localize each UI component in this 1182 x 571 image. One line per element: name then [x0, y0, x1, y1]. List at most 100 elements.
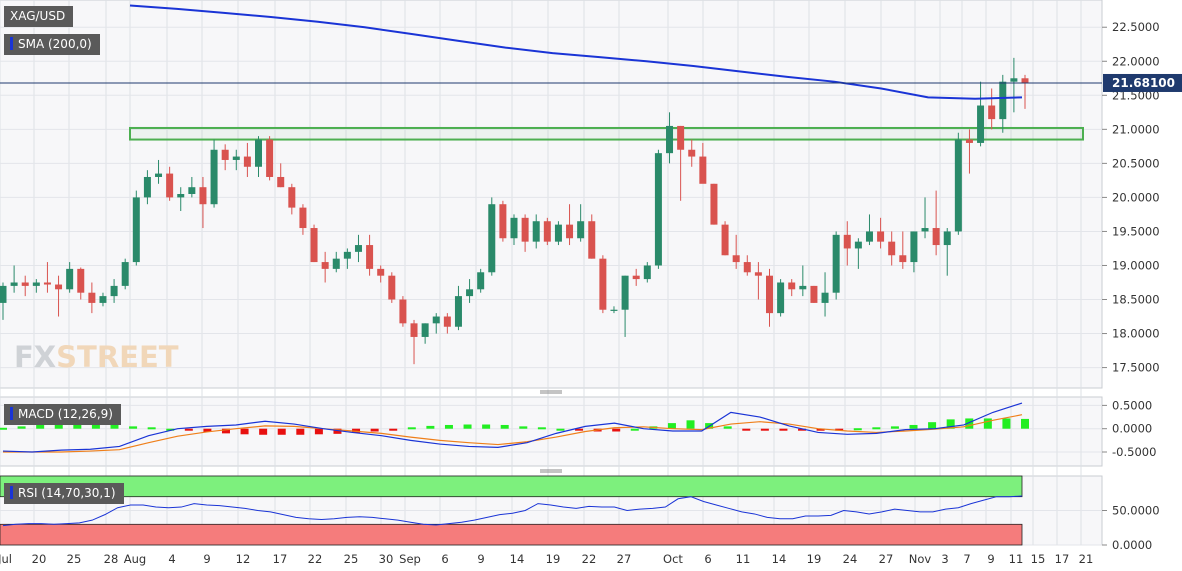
candle	[854, 238, 862, 269]
candle	[310, 224, 318, 263]
x-tick-label: 19	[807, 552, 822, 566]
macd-histogram-bar	[240, 428, 249, 435]
candle-body	[988, 105, 996, 120]
x-tick-label: Aug	[124, 552, 146, 566]
candle	[410, 319, 418, 365]
candle-body	[43, 282, 51, 285]
candle-body	[899, 255, 907, 263]
x-tick-label: 9	[477, 552, 484, 566]
candle	[388, 272, 396, 303]
macd-line	[2, 402, 1023, 453]
sma-line	[129, 4, 1023, 100]
resistance-zone	[129, 126, 1084, 141]
macd-histogram-bar	[36, 424, 45, 429]
candle	[299, 204, 307, 235]
candle-body	[0, 285, 7, 303]
candle-body	[888, 241, 896, 256]
candle-body	[66, 268, 74, 290]
macd-histogram-bar	[389, 428, 398, 431]
macd-histogram-bar	[463, 424, 472, 429]
candle-body	[143, 176, 151, 198]
candle-body	[921, 228, 929, 232]
candle	[366, 234, 374, 276]
macd-histogram-bar	[983, 418, 992, 429]
macd-histogram-bar	[537, 427, 546, 430]
candle-body	[332, 258, 340, 269]
last-price-label: 21.68100	[1112, 76, 1175, 90]
x-tick-label: 22	[582, 552, 597, 566]
candle	[610, 306, 618, 314]
y-tick-label: 18.0000	[1112, 327, 1160, 341]
candle-body	[499, 204, 507, 239]
candle	[55, 275, 63, 317]
x-tick-label: 4	[168, 552, 175, 566]
x-tick-label: 19	[546, 552, 561, 566]
candle	[777, 279, 785, 317]
candle-body	[188, 187, 196, 194]
y-tick-label: 0.0000	[1112, 538, 1152, 552]
rsi-label[interactable]: RSI (14,70,30,1)	[4, 483, 124, 504]
candle	[43, 262, 51, 293]
watermark-fx: FX	[14, 340, 57, 374]
candle	[832, 231, 840, 300]
macd-histogram-bar	[73, 423, 82, 429]
candle	[899, 231, 907, 269]
macd-label[interactable]: MACD (12,26,9)	[4, 404, 121, 425]
macd-histogram-bar	[760, 428, 769, 431]
candle-body	[299, 207, 307, 229]
candle	[799, 265, 807, 297]
candle-body	[288, 187, 296, 208]
candle	[888, 231, 896, 266]
symbol-label[interactable]: XAG/USD	[4, 6, 74, 27]
macd-histogram-bar	[556, 428, 565, 431]
candle-body	[699, 156, 707, 184]
candle	[877, 217, 885, 249]
candle-body	[643, 265, 651, 280]
x-tick-label: 7	[963, 552, 970, 566]
sma-label[interactable]: SMA (200,0)	[4, 34, 100, 55]
candle-body	[566, 224, 574, 239]
candle-body	[1010, 78, 1018, 82]
y-tick-label: 20.5000	[1112, 156, 1160, 170]
candle	[743, 255, 751, 276]
x-tick-label: Oct	[663, 552, 683, 566]
macd-histogram-bar	[742, 428, 751, 431]
candle	[932, 190, 940, 256]
candle	[988, 88, 996, 130]
candle	[977, 81, 985, 147]
candle-body	[321, 262, 329, 269]
candle-body	[688, 149, 696, 157]
candle-body	[510, 217, 518, 239]
macd-histogram-bar	[798, 428, 807, 431]
candle-body	[1021, 78, 1029, 84]
candle	[88, 282, 96, 314]
macd-histogram-bar	[370, 428, 379, 432]
x-tick-label: 15	[1031, 552, 1046, 566]
candle	[643, 262, 651, 283]
candle	[532, 214, 540, 249]
candle	[766, 268, 773, 327]
macd-histogram-bar	[500, 424, 509, 429]
macd-histogram-bar	[575, 428, 584, 431]
candle-body	[666, 125, 674, 154]
x-tick-label: 3	[941, 552, 948, 566]
candle	[332, 251, 340, 273]
macd-histogram-bar	[147, 427, 156, 430]
y-tick-label: 0.5000	[1112, 398, 1152, 412]
macd-histogram-bar	[482, 424, 491, 429]
macd-histogram-bar	[221, 428, 230, 434]
candle-body	[243, 156, 251, 167]
candle	[699, 142, 707, 184]
candle	[132, 190, 140, 266]
candle-body	[366, 245, 374, 269]
candle-body	[121, 262, 129, 286]
macd-histogram-bar	[946, 419, 955, 429]
candle-body	[221, 149, 229, 160]
candle	[921, 197, 929, 239]
macd-histogram-bar	[853, 428, 862, 431]
macd-histogram-bar	[816, 428, 825, 431]
x-tick-label: 25	[344, 552, 359, 566]
candle-body	[210, 149, 218, 205]
candle	[1010, 57, 1018, 113]
candle	[421, 323, 429, 344]
